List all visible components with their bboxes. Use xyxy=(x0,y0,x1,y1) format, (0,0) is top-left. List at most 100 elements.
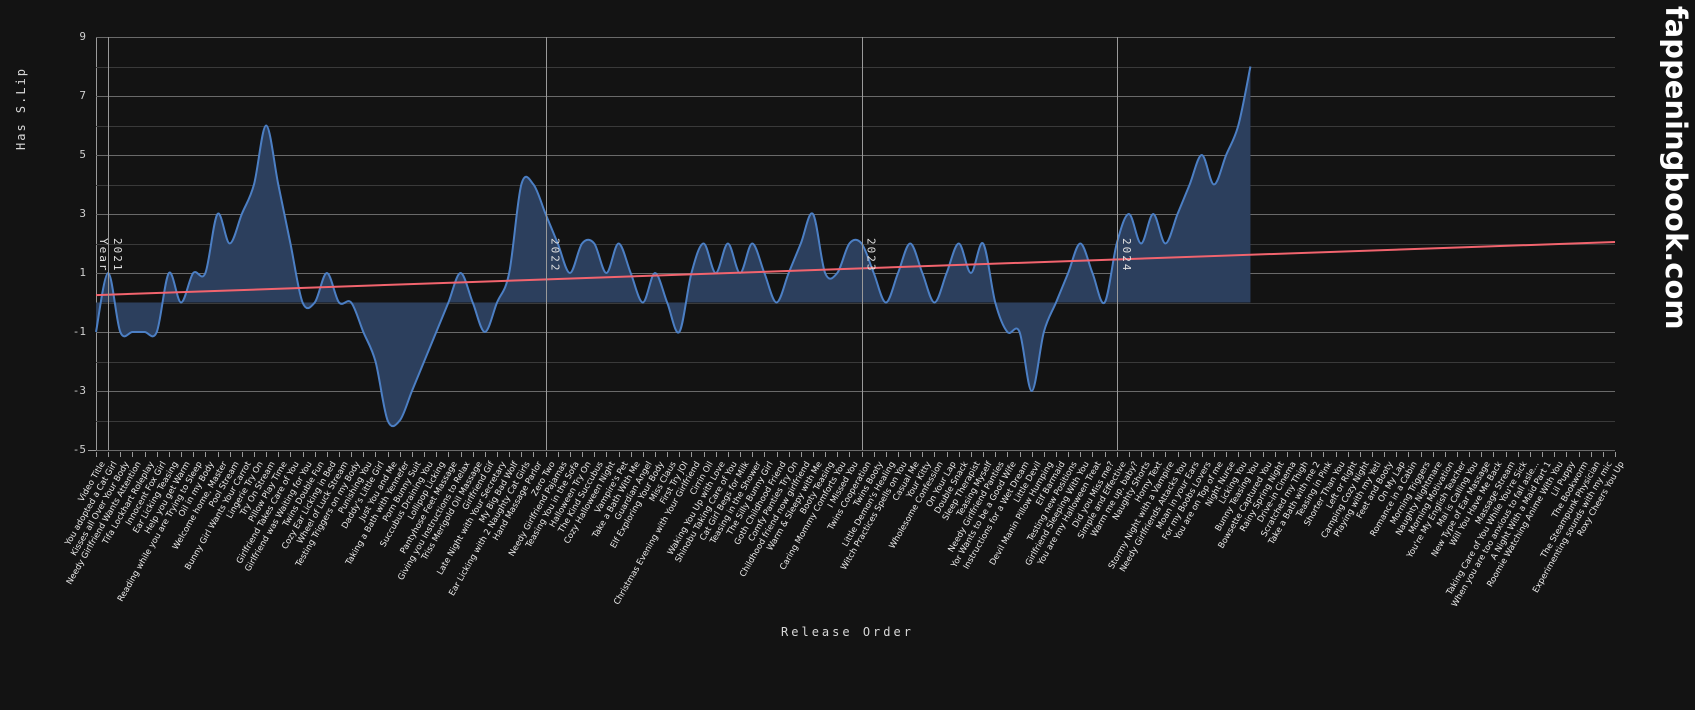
x-tick xyxy=(1432,452,1434,457)
x-tick xyxy=(156,452,158,457)
x-tick xyxy=(764,452,766,457)
x-tick xyxy=(983,452,985,457)
x-tick xyxy=(168,452,170,457)
x-tick xyxy=(1262,452,1264,457)
x-tick xyxy=(1529,452,1531,457)
x-tick xyxy=(557,452,559,457)
x-tick xyxy=(1299,452,1301,457)
x-tick xyxy=(132,452,134,457)
y-tick-label: 5 xyxy=(79,148,86,161)
x-tick xyxy=(1371,452,1373,457)
gridline xyxy=(96,184,1615,186)
x-tick xyxy=(1153,452,1155,457)
x-tick xyxy=(1517,452,1519,457)
x-tick xyxy=(569,452,571,457)
x-tick xyxy=(1578,452,1580,457)
x-tick xyxy=(727,452,729,457)
gridline xyxy=(96,37,1615,38)
x-tick xyxy=(1335,452,1337,457)
x-tick xyxy=(788,452,790,457)
gridline xyxy=(96,420,1615,422)
x-tick xyxy=(387,452,389,457)
x-tick xyxy=(326,452,328,457)
x-tick xyxy=(545,452,547,457)
x-tick xyxy=(1274,452,1276,457)
x-tick xyxy=(582,452,584,457)
x-tick xyxy=(1347,452,1349,457)
x-tick xyxy=(679,452,681,457)
x-tick xyxy=(703,452,705,457)
gridline xyxy=(96,450,1615,451)
x-tick xyxy=(922,452,924,457)
x-tick xyxy=(241,452,243,457)
x-tick xyxy=(302,452,304,457)
x-tick xyxy=(363,452,365,457)
x-tick xyxy=(193,452,195,457)
x-tick xyxy=(849,452,851,457)
x-tick xyxy=(1469,452,1471,457)
x-tick xyxy=(533,452,535,457)
x-tick xyxy=(229,452,231,457)
year-marker-label: 2023 xyxy=(864,238,878,273)
gridline xyxy=(96,155,1615,156)
y-axis-title-text: Has S.Lip xyxy=(14,66,28,150)
x-tick xyxy=(618,452,620,457)
x-tick xyxy=(812,452,814,457)
x-tick xyxy=(351,452,353,457)
x-tick xyxy=(1250,452,1252,457)
x-tick xyxy=(1238,452,1240,457)
gridline xyxy=(96,125,1615,127)
x-tick xyxy=(1007,452,1009,457)
gridline xyxy=(96,391,1615,392)
x-tick xyxy=(958,452,960,457)
x-tick xyxy=(266,452,268,457)
x-tick xyxy=(290,452,292,457)
x-tick xyxy=(910,452,912,457)
x-tick xyxy=(825,452,827,457)
x-tick xyxy=(460,452,462,457)
x-tick xyxy=(1031,452,1033,457)
x-tick xyxy=(484,452,486,457)
x-tick xyxy=(1092,452,1094,457)
year-marker-label: 2024 xyxy=(1119,238,1133,273)
x-tick xyxy=(509,452,511,457)
x-tick xyxy=(278,452,280,457)
year-marker-label: 2022 xyxy=(548,238,562,273)
x-tick xyxy=(606,452,608,457)
watermark: fappeningbook.com xyxy=(1659,6,1693,330)
x-tick xyxy=(1554,452,1556,457)
x-tick xyxy=(1177,452,1179,457)
plot-area xyxy=(95,37,1616,451)
x-tick xyxy=(1615,452,1616,457)
x-tick xyxy=(314,452,316,457)
x-axis-title-text: Release Order xyxy=(781,625,914,639)
y-tick-label: 3 xyxy=(79,207,86,220)
x-tick xyxy=(1043,452,1045,457)
x-tick xyxy=(898,452,900,457)
x-tick xyxy=(120,452,122,457)
x-tick xyxy=(995,452,997,457)
gridline xyxy=(96,332,1615,333)
x-tick xyxy=(1457,452,1459,457)
x-tick xyxy=(752,452,754,457)
x-tick xyxy=(1128,452,1130,457)
trend-line xyxy=(95,241,1616,297)
x-tick xyxy=(1286,452,1288,457)
x-tick xyxy=(1311,452,1313,457)
gridline xyxy=(96,66,1615,68)
x-tick xyxy=(1396,452,1398,457)
x-tick xyxy=(339,452,341,457)
year-marker-line xyxy=(545,37,547,450)
series-area xyxy=(96,66,1251,427)
x-tick xyxy=(1116,452,1118,457)
series-chart xyxy=(95,66,1616,428)
x-tick xyxy=(1019,452,1021,457)
x-tick xyxy=(96,452,97,457)
x-tick xyxy=(1213,452,1215,457)
x-tick xyxy=(1408,452,1410,457)
x-tick xyxy=(776,452,778,457)
x-tick xyxy=(1542,452,1544,457)
x-tick xyxy=(642,452,644,457)
x-tick xyxy=(630,452,632,457)
x-tick xyxy=(740,452,742,457)
